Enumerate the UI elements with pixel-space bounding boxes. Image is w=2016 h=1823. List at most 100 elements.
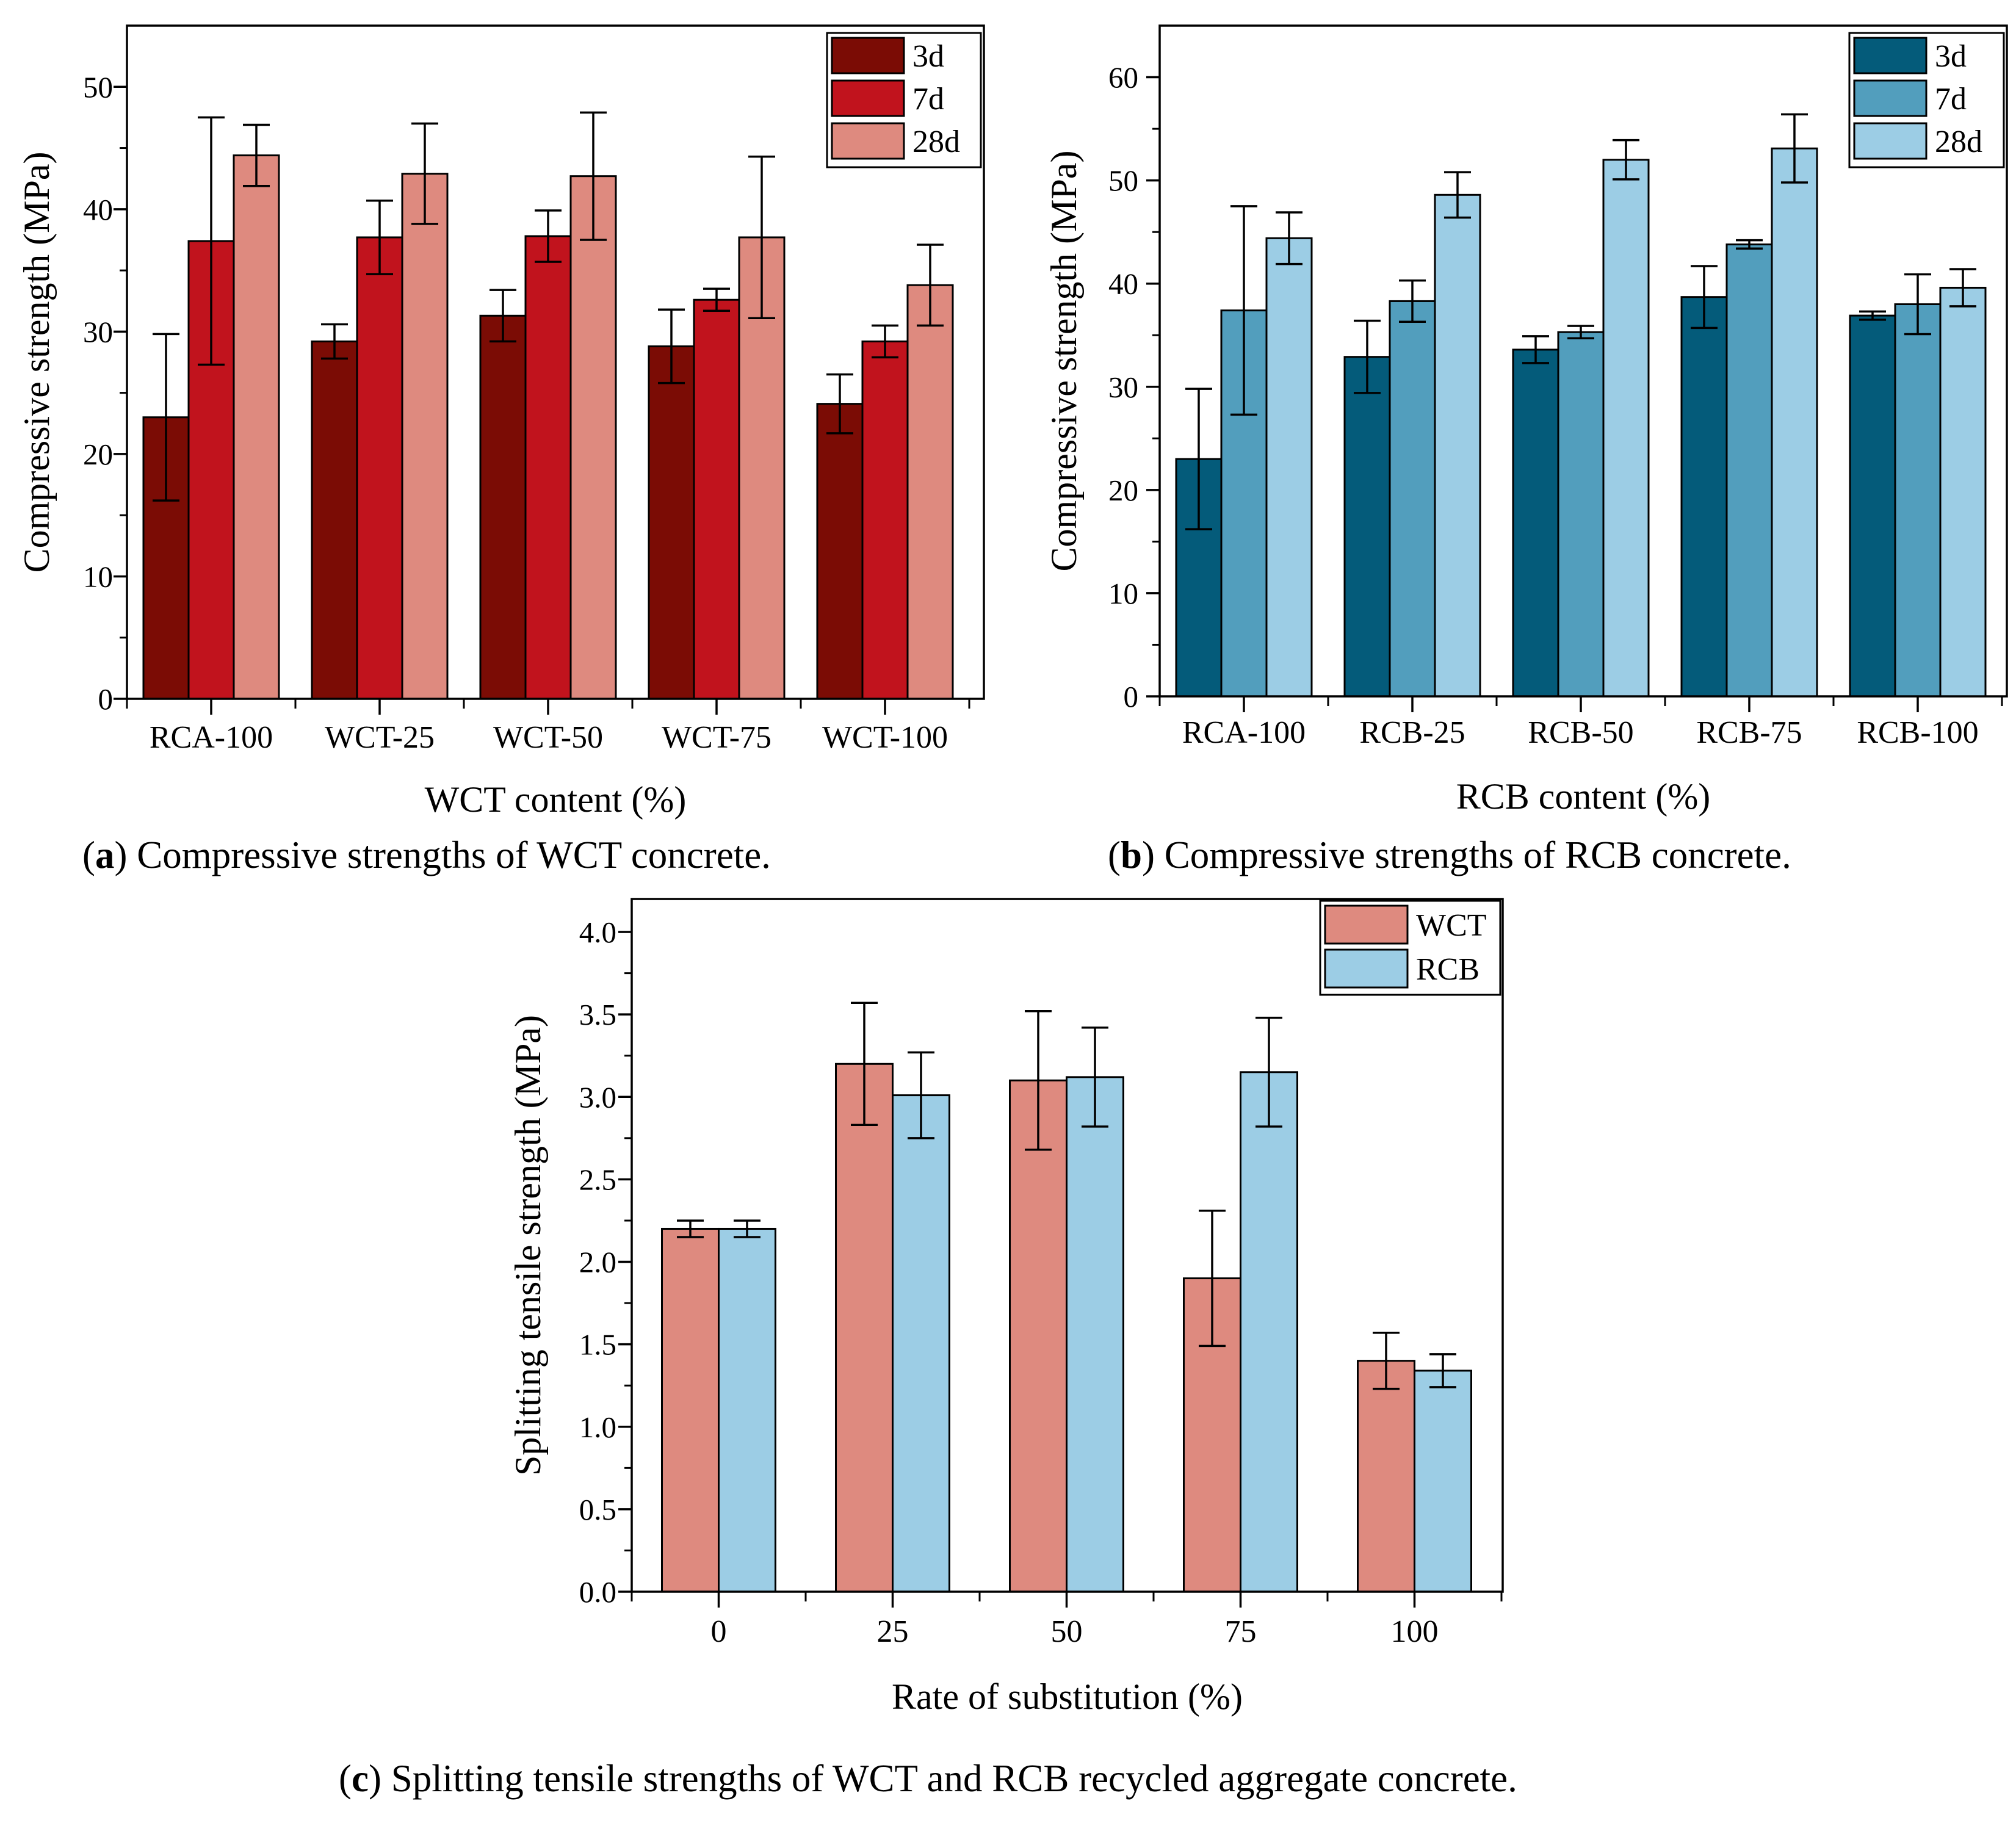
chart-c-splitting-tensile: 0.0 0.5 1.0 1.5 2.0 2.5 3.0 3.5 4.0 0 25 50 75 100 Rat…	[508, 898, 1504, 1717]
chart-b-category-label-0: RCA-100	[1182, 715, 1306, 750]
chart-b-bar-7d-RCB-100	[1894, 303, 1942, 698]
chart-b-yaxis-title: Compressive strength (MPa)	[1044, 151, 1084, 572]
chart-b-category-label-4: RCB-100	[1857, 715, 1978, 750]
chart-a-legend-label-7d: 7d	[912, 82, 944, 117]
chart-b-legend-label-28d: 28d	[1935, 125, 1982, 159]
chart-b-bar-3d-RCB-75	[1680, 296, 1728, 698]
caption-b-label: b	[1121, 834, 1142, 876]
chart-a-ytick-label-0: 0	[98, 682, 114, 716]
chart-b-bar-3d-RCB-100	[1849, 314, 1896, 698]
chart-c-ytick-label-2: 1.0	[579, 1410, 616, 1444]
chart-a-legend-swatch-7d	[831, 79, 905, 117]
chart-a-yaxis-title: Compressive strength (MPa)	[16, 152, 57, 573]
chart-c-legend-label-WCT: WCT	[1416, 908, 1487, 943]
chart-c-legend-swatch-WCT	[1324, 904, 1409, 945]
chart-b-legend-label-3d: 3d	[1935, 39, 1967, 74]
chart-c-category-label-4: 100	[1391, 1614, 1439, 1649]
chart-b-category-label-2: RCB-50	[1528, 715, 1633, 750]
chart-c-bar-WCT-0	[661, 1227, 720, 1593]
chart-b-legend-swatch-3d	[1853, 37, 1927, 74]
caption-a-text: Compressive strengths of WCT concrete.	[127, 834, 770, 876]
chart-c-bar-RCB-50	[1066, 1076, 1124, 1593]
chart-b-rcb-compressive: 0 10 20 30 40 50 60 RCA-100 RCB-25 RCB-50 RCB-75 RC…	[1044, 24, 2008, 817]
chart-a-legend-swatch-28d	[831, 122, 905, 160]
chart-c-ytick-label-6: 3.0	[579, 1080, 616, 1114]
chart-c-legend-label-RCB: RCB	[1416, 952, 1479, 987]
chart-a-bar-7d-WCT-50	[524, 235, 572, 700]
caption-b-text: Compressive strengths of RCB concrete.	[1155, 834, 1791, 876]
chart-c-bar-WCT-50	[1009, 1079, 1068, 1593]
chart-c-ytick-label-3: 1.5	[579, 1328, 616, 1362]
chart-c-bar-WCT-100	[1357, 1360, 1415, 1593]
caption-b: (b) Compressive strengths of RCB concret…	[1108, 834, 1791, 876]
chart-b-bar-28d-RCB-25	[1434, 193, 1481, 698]
chart-b-category-label-3: RCB-75	[1696, 715, 1802, 750]
chart-a-ytick-label-5: 50	[83, 70, 113, 104]
caption-c-text: Splitting tensile strengths of WCT and R…	[381, 1757, 1517, 1800]
chart-b-ytick-label-0: 0	[1124, 680, 1139, 713]
chart-c-ytick-label-0: 0.0	[579, 1575, 616, 1609]
chart-c-bar-RCB-100	[1414, 1370, 1472, 1593]
chart-c-ytick-label-5: 2.5	[579, 1163, 616, 1196]
chart-c-xaxis-title: Rate of substitution (%)	[892, 1677, 1243, 1717]
caption-c: (c) Splitting tensile strengths of WCT a…	[339, 1757, 1517, 1800]
chart-b-bar-28d-RCB-100	[1939, 286, 1987, 698]
caption-a: (a) Compressive strengths of WCT concret…	[82, 834, 771, 876]
chart-c-ytick-label-4: 2.0	[579, 1246, 616, 1279]
chart-a-ytick-label-3: 30	[83, 315, 113, 348]
chart-c-category-label-1: 25	[877, 1614, 909, 1649]
caption-c-label: c	[352, 1757, 369, 1800]
chart-c-bar-RCB-0	[718, 1227, 776, 1593]
chart-c-ytick-label-7: 3.5	[579, 998, 616, 1031]
chart-a-ytick-label-1: 10	[83, 560, 113, 593]
chart-b-ytick-label-5: 50	[1108, 164, 1138, 198]
chart-b-ytick-label-4: 40	[1108, 267, 1138, 301]
chart-a-ytick-label-2: 20	[83, 438, 113, 471]
chart-b-bar-3d-RCB-50	[1512, 348, 1559, 698]
chart-b-bar-7d-RCB-25	[1389, 300, 1436, 698]
chart-c-yaxis-title: Splitting tensile strength (MPa)	[508, 1015, 548, 1476]
caption-a-label: a	[95, 834, 115, 876]
chart-b-legend-swatch-7d	[1853, 79, 1927, 117]
chart-c-ytick-label-8: 4.0	[579, 915, 616, 949]
chart-a-bar-28d-WCT-100	[906, 284, 954, 700]
chart-b-bar-28d-RCA-100	[1265, 237, 1313, 698]
chart-a-xaxis-title: WCT content (%)	[425, 779, 687, 820]
chart-b-ytick-label-3: 30	[1108, 370, 1138, 404]
chart-a-ytick-label-4: 40	[83, 193, 113, 226]
chart-a-category-label-3: WCT-75	[662, 720, 771, 755]
chart-b-legend-swatch-28d	[1853, 122, 1927, 160]
chart-b-legend-label-7d: 7d	[1935, 82, 1967, 117]
chart-a-category-label-2: WCT-50	[493, 720, 603, 755]
chart-c-bar-WCT-25	[835, 1063, 894, 1593]
chart-c-bar-RCB-25	[892, 1094, 950, 1593]
chart-b-xaxis-title: RCB content (%)	[1456, 776, 1711, 817]
chart-a-category-label-1: WCT-25	[325, 720, 435, 755]
chart-b-ytick-label-6: 60	[1108, 61, 1138, 95]
chart-a-wct-compressive: 0 10 20 30 40 50 RCA-100 WCT-25 WCT-50 WCT-75 WCT-…	[16, 24, 985, 820]
chart-b-category-label-1: RCB-25	[1359, 715, 1465, 750]
chart-b-ytick-label-1: 10	[1108, 577, 1138, 610]
chart-b-ytick-label-2: 20	[1108, 474, 1138, 507]
chart-a-plot-frame	[126, 24, 985, 700]
chart-a-legend-swatch-3d	[831, 37, 905, 74]
chart-c-bar-RCB-75	[1240, 1071, 1298, 1593]
chart-b-bar-7d-RCB-75	[1725, 243, 1773, 698]
chart-c-category-label-2: 50	[1051, 1614, 1083, 1649]
chart-c-category-label-3: 75	[1225, 1614, 1257, 1649]
chart-b-bar-7d-RCB-50	[1557, 331, 1605, 698]
chart-c-legend-swatch-RCB	[1324, 948, 1409, 989]
chart-a-legend-label-28d: 28d	[912, 125, 960, 159]
chart-a-bar-28d-WCT-25	[401, 173, 449, 700]
chart-b-bar-3d-RCB-25	[1343, 356, 1391, 698]
chart-a-bar-7d-WCT-100	[861, 340, 909, 700]
chart-b-plot-frame	[1158, 24, 2008, 698]
chart-a-bar-7d-WCT-25	[356, 236, 403, 700]
chart-b-bar-28d-RCB-75	[1771, 147, 1818, 698]
chart-a-bar-3d-WCT-50	[479, 314, 527, 700]
chart-a-bar-3d-WCT-25	[311, 340, 358, 700]
chart-a-bar-28d-WCT-50	[569, 175, 617, 700]
chart-c-ytick-label-1: 0.5	[579, 1493, 616, 1526]
